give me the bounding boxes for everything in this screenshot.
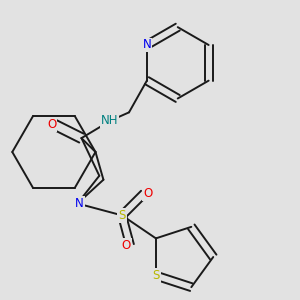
Text: N: N <box>75 197 84 210</box>
Text: N: N <box>142 38 151 52</box>
Text: O: O <box>47 118 56 131</box>
Text: O: O <box>143 187 152 200</box>
Text: S: S <box>152 269 160 282</box>
Text: S: S <box>118 209 126 222</box>
Text: O: O <box>122 238 131 252</box>
Text: NH: NH <box>100 114 118 127</box>
